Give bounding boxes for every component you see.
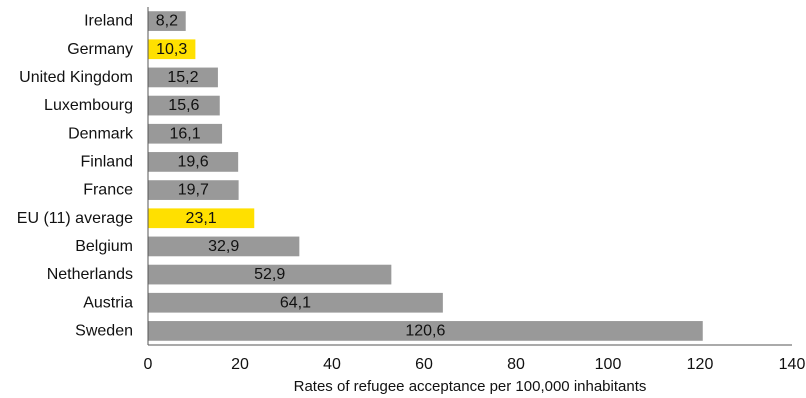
category-label-belgium: Belgium	[75, 238, 133, 255]
value-label-denmark: 16,1	[169, 125, 200, 142]
value-label-united-kingdom: 15,2	[167, 69, 198, 86]
bar-denmark	[148, 123, 223, 144]
bar-finland	[148, 152, 239, 172]
category-label-germany: Germany	[67, 41, 133, 58]
value-label-eu-11-average: 23,1	[186, 210, 217, 227]
value-label-germany: 10,3	[156, 41, 187, 58]
bar-ireland	[148, 11, 186, 31]
category-label-luxembourg: Luxembourg	[44, 97, 133, 114]
category-label-france: France	[83, 182, 133, 199]
x-tick-label-0: 0	[144, 356, 153, 373]
x-tick-label-40: 40	[323, 356, 341, 373]
bar-eu-11-average	[148, 208, 255, 229]
value-label-belgium: 32,9	[208, 238, 239, 255]
bars-layer	[148, 11, 703, 341]
bar-united-kingdom	[148, 67, 218, 88]
value-labels: 8,2 10,3 15,2 15,6 16,1 19,6 19,7 23,1 32,9 52,9 6…	[156, 13, 446, 340]
bar-netherlands	[148, 264, 392, 285]
category-label-austria: Austria	[83, 294, 133, 311]
category-label-ireland: Ireland	[84, 13, 133, 30]
bar-austria	[148, 292, 443, 313]
x-tick-label-20: 20	[231, 356, 249, 373]
category-labels: Ireland Germany United Kingdom Luxembourg De…	[17, 13, 134, 340]
category-label-netherlands: Netherlands	[47, 266, 133, 283]
bar-luxembourg	[148, 95, 220, 116]
value-label-finland: 19,6	[178, 153, 209, 170]
value-label-sweden: 120,6	[405, 322, 445, 339]
bar-belgium	[148, 236, 300, 257]
value-label-luxembourg: 15,6	[168, 97, 199, 114]
bar-france	[148, 180, 239, 200]
category-label-finland: Finland	[81, 153, 133, 170]
bar-sweden	[148, 321, 703, 341]
value-label-ireland: 8,2	[156, 13, 178, 30]
category-label-sweden: Sweden	[75, 322, 133, 339]
x-tick-labels: 0 20 40 60 80 100 120 140	[144, 356, 806, 373]
value-label-france: 19,7	[178, 182, 209, 199]
value-label-netherlands: 52,9	[254, 266, 285, 283]
category-label-eu-11-average: EU (11) average	[17, 210, 133, 227]
value-label-austria: 64,1	[280, 294, 311, 311]
x-tick-label-80: 80	[507, 356, 525, 373]
x-tick-label-120: 120	[687, 356, 714, 373]
x-tick-label-60: 60	[415, 356, 433, 373]
x-tick-label-140: 140	[779, 356, 806, 373]
bar-germany	[148, 39, 196, 60]
x-tick-label-100: 100	[595, 356, 622, 373]
category-label-denmark: Denmark	[68, 125, 134, 142]
x-axis-title: Rates of refugee acceptance per 100,000 …	[294, 378, 647, 395]
category-label-united-kingdom: United Kingdom	[19, 69, 133, 86]
